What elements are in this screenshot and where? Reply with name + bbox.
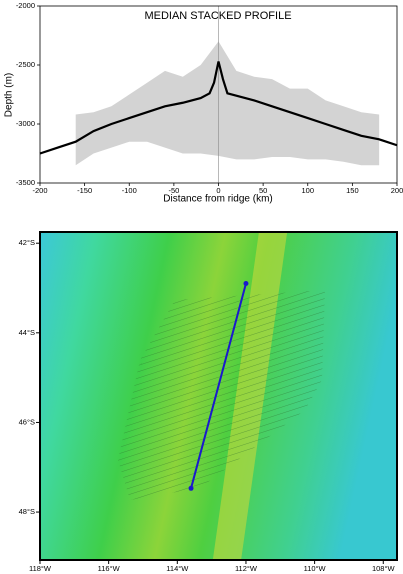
x-tick-label: 110°W <box>304 564 327 573</box>
envelope-band <box>75 41 380 166</box>
y-tick-label: -2000 <box>16 1 35 10</box>
x-tick-label: -50 <box>168 186 179 195</box>
y-tick-label: 48°S <box>19 507 35 516</box>
x-tick-label: -200 <box>32 186 47 195</box>
y-tick-label: -3500 <box>16 178 35 187</box>
x-tick-label: -150 <box>77 186 92 195</box>
x-tick-label: 116°W <box>98 564 121 573</box>
x-tick-label: 200 <box>391 186 403 195</box>
x-tick-label: 114°W <box>166 564 189 573</box>
x-tick-label: 108°W <box>372 564 396 573</box>
y-tick-label: -2500 <box>16 60 35 69</box>
track-end <box>243 281 249 287</box>
x-tick-label: 112°W <box>235 564 258 573</box>
x-tick-label: 100 <box>301 186 314 195</box>
profile-track <box>190 283 247 489</box>
y-axis-label: Depth (m) <box>4 73 15 117</box>
y-tick-label: 42°S <box>19 238 35 247</box>
survey-swath <box>118 290 325 500</box>
track-end <box>188 485 194 491</box>
y-tick-label: 46°S <box>19 417 35 426</box>
x-tick-label: -100 <box>122 186 137 195</box>
x-tick-label: 150 <box>346 186 359 195</box>
y-tick-label: -3000 <box>16 119 35 128</box>
x-axis-label: Distance from ridge (km) <box>163 194 272 205</box>
y-tick-label: 44°S <box>19 328 35 337</box>
map-frame <box>39 231 398 561</box>
median-line <box>39 61 398 155</box>
x-tick-label: 50 <box>259 186 267 195</box>
x-tick-label: 0 <box>216 186 220 195</box>
x-tick-label: 118°W <box>29 564 52 573</box>
chart-title: MEDIAN STACKED PROFILE <box>144 10 291 22</box>
map-area <box>40 232 397 560</box>
